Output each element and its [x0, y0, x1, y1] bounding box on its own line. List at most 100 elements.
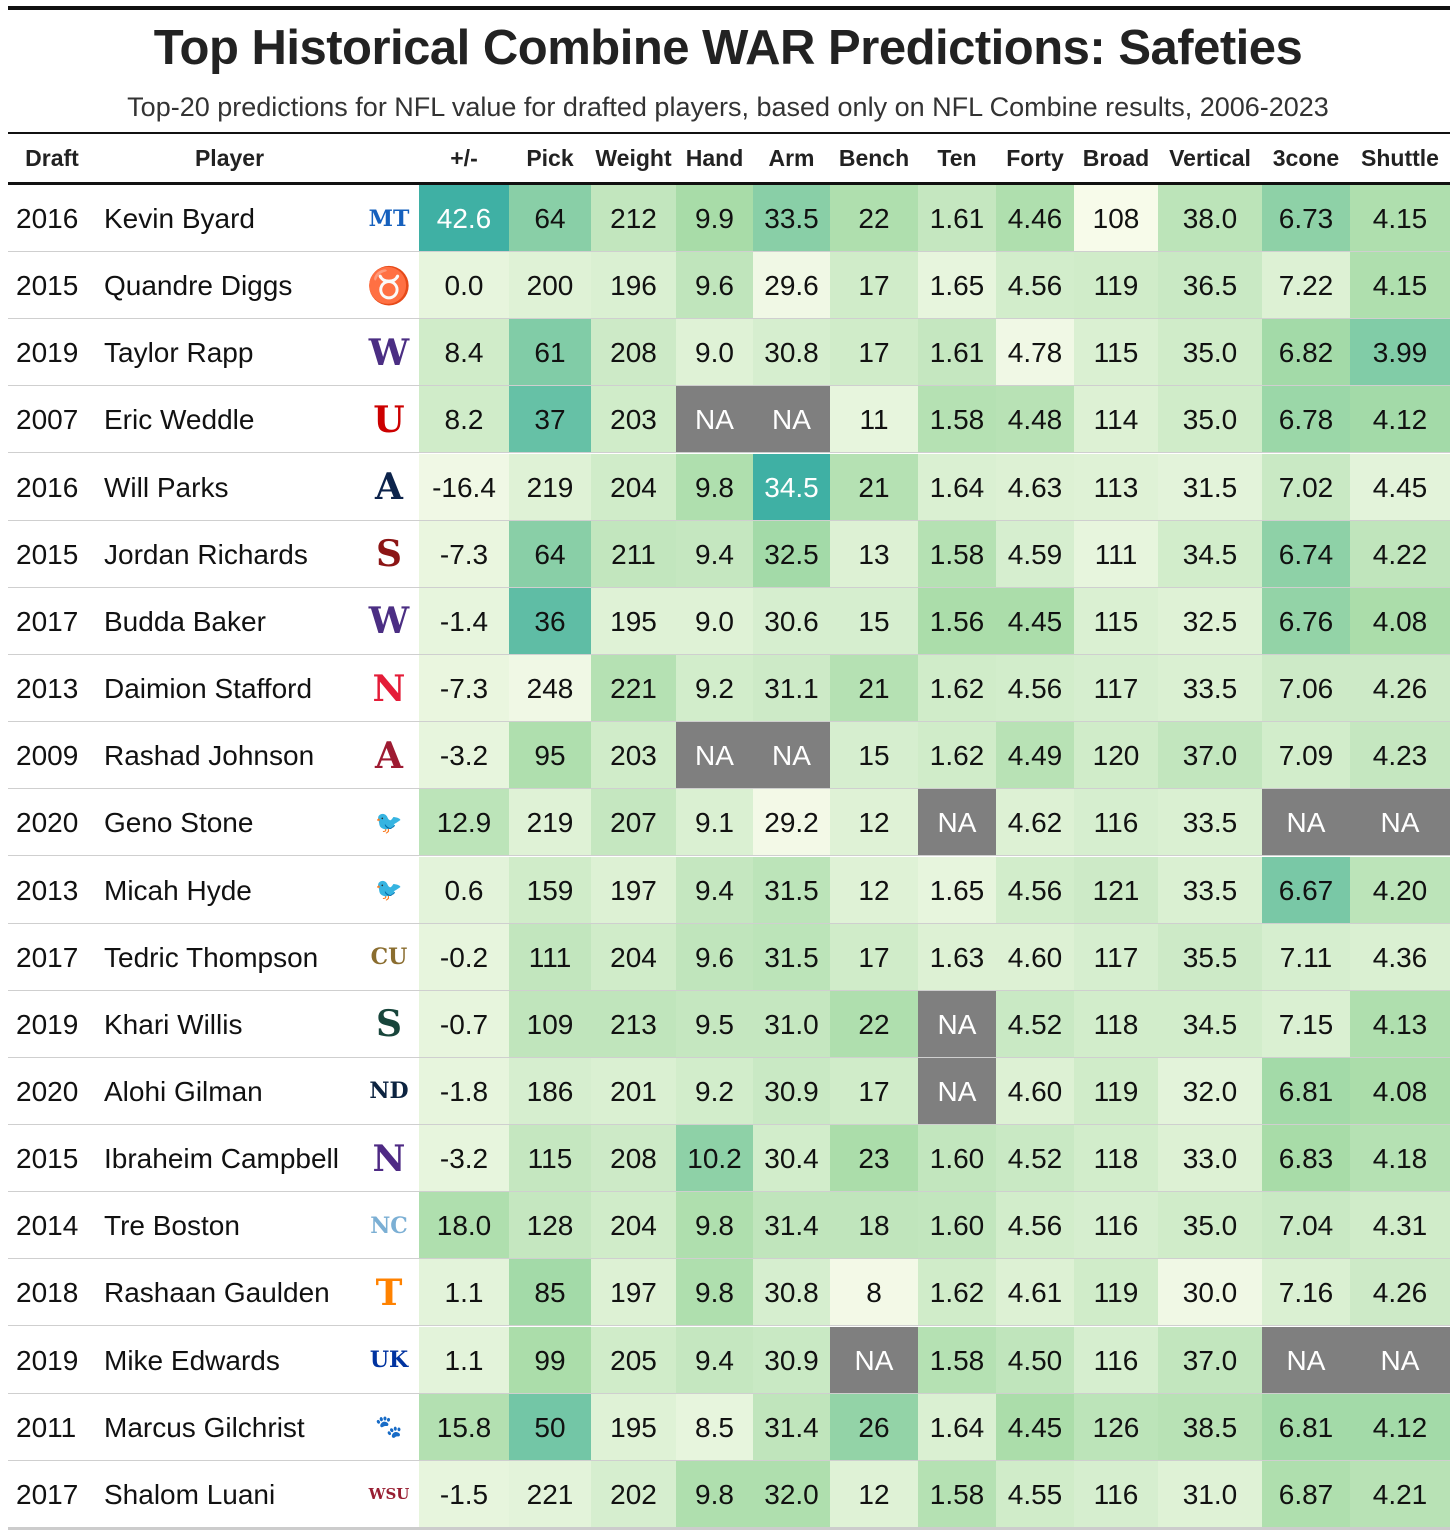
value-cell-bench: 12 — [830, 856, 918, 924]
value-cell-plus-minus: 15.8 — [419, 1393, 509, 1461]
player-name: Shalom Luani — [104, 1478, 276, 1510]
value-cell-hand: 9.4 — [676, 1326, 753, 1394]
column-header-draft: Draft — [25, 145, 79, 171]
alabama-a-logo: A — [375, 734, 403, 777]
table-row: 0.6 159 197 9.4 31.5 12 1.65 4.56 121 33.5 6.67 4.2… — [8, 856, 1450, 924]
value-cell-arm: NA — [753, 386, 830, 454]
arizona-a-logo: A — [375, 466, 403, 509]
table-row: 18.0 128 204 9.8 31.4 18 1.60 4.56 116 35.0 7.04 4.… — [8, 1192, 1450, 1260]
table-row: -16.4 219 204 9.8 34.5 21 1.64 4.63 113 31.5 7.02 4… — [8, 453, 1450, 521]
value-cell-ten: 1.58 — [918, 520, 996, 588]
value-cell-pick: 61 — [509, 319, 591, 387]
value-cell-broad: 120 — [1074, 722, 1158, 790]
player-name: Marcus Gilchrist — [104, 1411, 305, 1443]
value-cell-shuttle: 4.31 — [1350, 1192, 1450, 1260]
draft-year: 2017 — [16, 605, 79, 637]
column-header-broad: Broad — [1082, 145, 1150, 171]
value-cell-3cone: NA — [1262, 1326, 1350, 1394]
value-cell-shuttle: 4.08 — [1350, 1057, 1450, 1125]
player-name: Ibraheim Campbell — [104, 1143, 339, 1175]
value-cell-3cone: 6.87 — [1262, 1460, 1350, 1528]
value-cell-forty: 4.52 — [996, 990, 1074, 1058]
value-cell-pick: 109 — [509, 990, 591, 1058]
value-cell-plus-minus: -1.5 — [419, 1460, 509, 1528]
value-cell-plus-minus: 0.6 — [419, 856, 509, 924]
player-name: Budda Baker — [104, 605, 266, 637]
draft-year: 2019 — [16, 337, 79, 369]
value-cell-ten: 1.58 — [918, 1460, 996, 1528]
player-name: Eric Weddle — [104, 404, 255, 436]
value-cell-bench: 26 — [830, 1393, 918, 1461]
value-cell-plus-minus: 42.6 — [419, 185, 509, 252]
column-header-arm: Arm — [768, 145, 815, 171]
value-cell-arm: 31.5 — [753, 856, 830, 924]
value-cell-broad: 116 — [1074, 1192, 1158, 1260]
value-cell-plus-minus: -1.4 — [419, 587, 509, 655]
value-cell-arm: 31.5 — [753, 923, 830, 991]
value-cell-broad: 111 — [1074, 520, 1158, 588]
draft-year: 2009 — [16, 740, 79, 772]
value-cell-bench: 17 — [830, 923, 918, 991]
clemson-paw-logo: 🐾 — [375, 1414, 403, 1441]
value-cell-hand: 10.2 — [676, 1125, 753, 1193]
value-cell-shuttle: 4.26 — [1350, 1259, 1450, 1327]
value-cell-shuttle: 4.15 — [1350, 185, 1450, 252]
value-cell-hand: 9.2 — [676, 1057, 753, 1125]
value-cell-3cone: 7.02 — [1262, 453, 1350, 521]
value-cell-bench: 12 — [830, 1460, 918, 1528]
table-row: -0.2 111 204 9.6 31.5 17 1.63 4.60 117 35.5 7.11 4.… — [8, 923, 1450, 991]
draft-year: 2019 — [16, 1344, 79, 1376]
value-cell-forty: 4.49 — [996, 722, 1074, 790]
header-top-rule — [8, 132, 1450, 134]
value-cell-shuttle: 4.21 — [1350, 1460, 1450, 1528]
value-cell-ten: 1.65 — [918, 252, 996, 320]
value-cell-pick: 219 — [509, 453, 591, 521]
draft-year: 2020 — [16, 807, 79, 839]
value-cell-forty: 4.60 — [996, 1057, 1074, 1125]
player-name: Kevin Byard — [104, 203, 255, 234]
value-cell-broad: 115 — [1074, 319, 1158, 387]
value-cell-bench: 12 — [830, 789, 918, 857]
value-cell-bench: 22 — [830, 990, 918, 1058]
value-cell-pick: 95 — [509, 722, 591, 790]
value-cell-vertical: 34.5 — [1158, 520, 1262, 588]
row-divider — [8, 519, 1450, 521]
iowa-hawk-logo: 🐦 — [375, 809, 403, 836]
value-cell-3cone: 6.67 — [1262, 856, 1350, 924]
value-cell-broad: 118 — [1074, 1125, 1158, 1193]
value-cell-hand: 9.5 — [676, 990, 753, 1058]
value-cell-arm: 30.9 — [753, 1057, 830, 1125]
utah-u-logo: U — [373, 398, 405, 441]
value-cell-vertical: 35.0 — [1158, 319, 1262, 387]
table-row: -3.2 95 203 NA NA 15 1.62 4.49 120 37.0 7.09 4.23 20… — [8, 722, 1450, 790]
value-cell-3cone: 6.76 — [1262, 587, 1350, 655]
value-cell-weight: 202 — [591, 1460, 676, 1528]
value-cell-arm: 30.4 — [753, 1125, 830, 1193]
value-cell-bench: 23 — [830, 1125, 918, 1193]
value-cell-weight: 213 — [591, 990, 676, 1058]
value-cell-plus-minus: -7.3 — [419, 520, 509, 588]
kentucky-uk-logo: UK — [369, 1347, 409, 1374]
row-divider — [8, 586, 1450, 588]
draft-year: 2007 — [16, 404, 79, 436]
value-cell-vertical: 32.0 — [1158, 1057, 1262, 1125]
value-cell-ten: 1.64 — [918, 453, 996, 521]
row-divider — [8, 721, 1450, 723]
northwestern-n-logo: N — [372, 1137, 406, 1180]
value-cell-forty: 4.60 — [996, 923, 1074, 991]
value-cell-broad: 121 — [1074, 856, 1158, 924]
value-cell-bench: 11 — [830, 386, 918, 454]
value-cell-forty: 4.56 — [996, 856, 1074, 924]
nebraska-n-logo: N — [372, 667, 406, 710]
table-row: -3.2 115 208 10.2 30.4 23 1.60 4.52 118 33.0 6.83 4… — [8, 1125, 1450, 1193]
table-row: -0.7 109 213 9.5 31.0 22 NA 4.52 118 34.5 7.15 4.13… — [8, 990, 1450, 1058]
table-row: 8.2 37 203 NA NA 11 1.58 4.48 114 35.0 6.78 4.12 200… — [8, 386, 1450, 454]
value-cell-pick: 111 — [509, 923, 591, 991]
value-cell-broad: 115 — [1074, 587, 1158, 655]
value-cell-broad: 116 — [1074, 1326, 1158, 1394]
value-cell-plus-minus: -1.8 — [419, 1057, 509, 1125]
draft-year: 2014 — [16, 1210, 79, 1242]
value-cell-arm: 31.4 — [753, 1192, 830, 1260]
value-cell-shuttle: 4.08 — [1350, 587, 1450, 655]
value-cell-3cone: 7.16 — [1262, 1259, 1350, 1327]
